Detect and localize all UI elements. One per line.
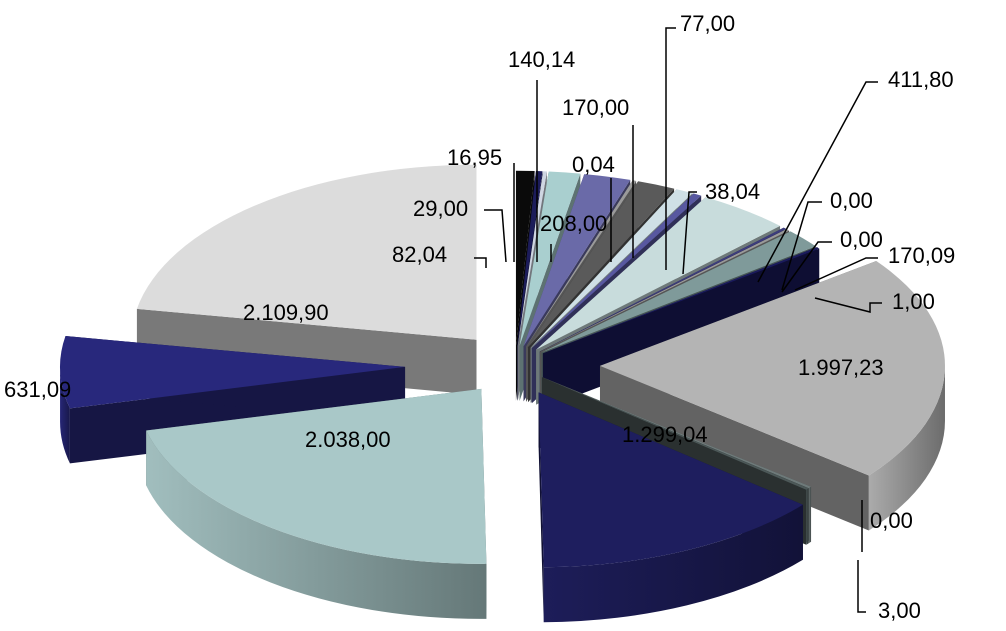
data-label: 1,00 <box>892 289 935 314</box>
pie-slice-top <box>538 392 803 568</box>
data-label: 0,00 <box>870 508 913 533</box>
data-label: 411,80 <box>888 67 954 92</box>
pie-slice-top <box>542 377 812 489</box>
slices <box>60 164 945 623</box>
pie-slice-side <box>538 392 544 623</box>
pie-slice-top <box>540 229 790 352</box>
pie-slice-top <box>146 388 487 564</box>
leader-line <box>814 297 882 313</box>
pie-slice-top <box>539 227 787 352</box>
data-label: 2.038,00 <box>305 427 391 452</box>
pie-slice-top <box>542 247 820 354</box>
pie-slice-wall <box>806 488 809 545</box>
data-label: 208,00 <box>540 211 607 236</box>
leader-line <box>781 241 832 293</box>
pie-slice-wall <box>146 430 487 619</box>
pie-slice-wall <box>868 365 945 531</box>
leader-line <box>484 209 507 263</box>
pie-slice <box>146 388 487 619</box>
pie-slice-top <box>525 180 637 347</box>
data-label: 140,14 <box>508 47 575 72</box>
data-label: 0,00 <box>830 188 873 213</box>
pie-slice-top <box>541 377 809 490</box>
data-label: 77,00 <box>680 11 735 36</box>
pie-slice-wall <box>60 366 70 464</box>
data-label: 170,00 <box>562 95 629 120</box>
leader-line <box>474 257 487 268</box>
pie-slice-top <box>530 189 693 348</box>
leader-line <box>781 201 822 291</box>
pie-slice-top <box>536 197 781 350</box>
pie-slice-top <box>528 181 675 348</box>
pie-slice-top <box>599 261 945 476</box>
pie-slice-top <box>515 170 535 346</box>
data-label: 0,00 <box>840 227 883 252</box>
pie-slice-wall <box>808 486 812 544</box>
data-label: 1.997,23 <box>798 355 884 380</box>
pie-slice-top <box>60 336 406 409</box>
data-label: 1.299,04 <box>622 422 708 447</box>
pie-slice-wall <box>543 504 803 623</box>
leader-line <box>665 27 676 270</box>
leader-line <box>682 191 697 275</box>
pie-slice-top <box>519 171 581 346</box>
data-label: 38,04 <box>705 179 760 204</box>
leader-line <box>857 560 866 613</box>
pie-slice-top <box>531 193 702 349</box>
pie-slice-top <box>517 171 547 346</box>
data-label: 631,09 <box>4 377 71 402</box>
pie-slice-top <box>523 174 631 347</box>
data-labels: 82,04 29,00 16,95 140,14 208,00 0,04 170,00 77,… <box>4 11 955 623</box>
data-label: 0,04 <box>572 152 615 177</box>
data-label: 16,95 <box>447 145 502 170</box>
leader-lines <box>474 27 882 613</box>
leader-line <box>794 257 878 291</box>
pie-slice-top <box>541 231 816 353</box>
data-label: 82,04 <box>392 242 447 267</box>
data-label: 2.109,90 <box>243 300 329 325</box>
data-label: 3,00 <box>878 598 921 623</box>
pie-slice <box>538 392 803 623</box>
pie-slice-top <box>517 171 543 346</box>
pie-slice-top <box>136 164 477 340</box>
data-label: 170,09 <box>888 243 955 268</box>
data-label: 29,00 <box>413 196 468 221</box>
leader-line <box>757 81 878 283</box>
